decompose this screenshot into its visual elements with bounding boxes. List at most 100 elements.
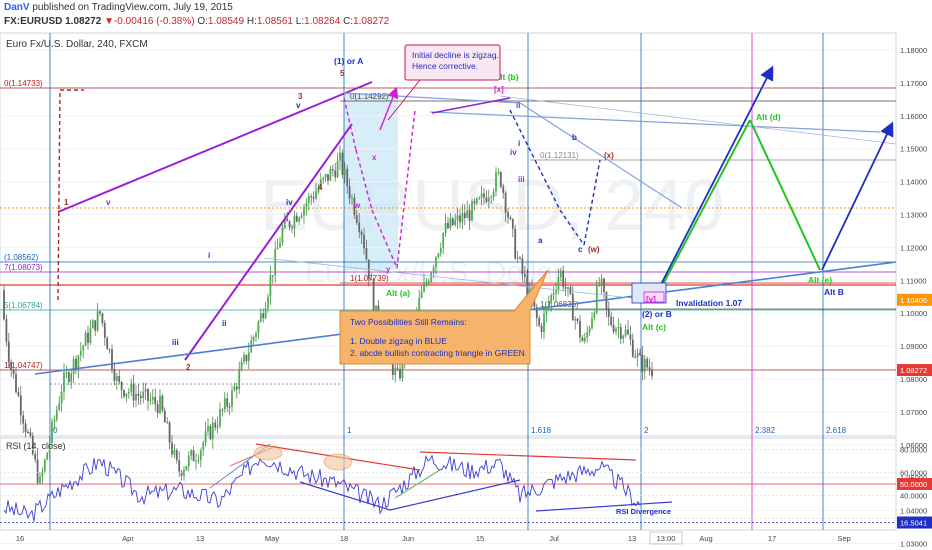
fib-time-label: 2 <box>644 426 649 435</box>
candle-body <box>591 318 593 329</box>
candle-body <box>629 334 632 340</box>
candle-body <box>363 234 365 249</box>
blue-dashed-b <box>559 209 585 246</box>
wave-label: (2) or B <box>642 309 672 319</box>
candle-body <box>329 169 332 181</box>
candle-body <box>478 197 481 199</box>
candle-body <box>180 471 183 476</box>
candle-body <box>643 358 646 372</box>
candle-body <box>430 272 433 282</box>
candle-body <box>295 215 298 222</box>
candle-body <box>226 398 229 407</box>
x-tick-label: 15 <box>476 534 484 543</box>
candle-body <box>197 460 200 462</box>
wave-label: Alt B <box>824 287 844 297</box>
note-initial-decline: Initial decline is zigzag. Hence correct… <box>387 44 501 121</box>
candle-body <box>372 279 375 311</box>
y-tick-label: 1.07000 <box>900 408 927 417</box>
candle-body <box>125 393 128 397</box>
candle-body <box>480 193 483 198</box>
candle-body <box>519 257 521 259</box>
candle-body <box>555 290 557 294</box>
candle-body <box>48 442 51 453</box>
candle-body <box>293 215 296 228</box>
candle-body <box>12 369 15 375</box>
candle-body <box>442 233 445 249</box>
candle-body <box>504 192 507 213</box>
purple-upper-channel <box>57 81 373 213</box>
rsi-title: RSI (14, close) <box>6 441 66 451</box>
wave-label: iii <box>172 338 179 347</box>
candle-body <box>449 218 452 229</box>
fib-time-label: 1.618 <box>531 426 552 435</box>
candle-body <box>593 312 596 319</box>
candle-body <box>123 390 125 397</box>
candle-body <box>199 449 202 461</box>
candle-body <box>571 293 574 321</box>
rsi-current-tag <box>897 516 932 529</box>
candle-body <box>492 191 495 197</box>
candle-body <box>130 383 133 392</box>
candle-body <box>487 197 490 202</box>
candle-body <box>187 455 190 467</box>
candle-body <box>166 422 169 424</box>
open-label: O: <box>197 16 208 27</box>
close-label: C: <box>343 16 354 27</box>
candle-body <box>557 277 560 291</box>
price-pane <box>0 32 897 437</box>
candle-body <box>108 349 111 351</box>
candle-body <box>538 317 541 326</box>
price-tag-label: 1.10406 <box>900 296 927 305</box>
candle-body <box>615 328 617 332</box>
candle-body <box>327 174 329 181</box>
rsi-50-tag <box>897 478 932 490</box>
fib-time-label: 0 <box>53 426 58 435</box>
rsi-blue-trend <box>299 481 391 511</box>
candle-body <box>545 306 548 314</box>
candle-body <box>75 358 77 369</box>
candle-body <box>46 452 49 460</box>
candle-body <box>142 391 145 398</box>
y-tick-label: 1.10000 <box>900 309 927 318</box>
candle-body <box>255 333 257 337</box>
candle-body <box>435 257 437 268</box>
candle-body <box>559 270 562 278</box>
rsi-tick-label: 80.0000 <box>900 446 927 455</box>
candle-body <box>418 297 421 311</box>
wave-label: 4 <box>318 183 323 192</box>
candle-body <box>15 374 17 393</box>
candle-body <box>466 210 469 219</box>
candle-body <box>334 170 337 178</box>
candle-body <box>420 291 423 298</box>
purple-lower-channel <box>184 123 353 361</box>
candle-body <box>171 442 173 455</box>
candle-body <box>427 281 430 283</box>
wave-label: 1 <box>64 198 69 207</box>
rsi-line <box>3 454 641 522</box>
chart-title: Euro Fx/U.S. Dollar, 240, FXCM <box>6 39 148 50</box>
candle-body <box>473 201 476 204</box>
candle-body <box>27 431 29 433</box>
candle-body <box>245 354 248 362</box>
candle-body <box>353 197 356 216</box>
candle-body <box>214 422 217 428</box>
candle-body <box>461 212 464 223</box>
candle-body <box>267 296 269 309</box>
wave-label: (x) <box>604 151 614 160</box>
triangle-upper-ext <box>499 95 897 145</box>
wave-label: ii <box>516 101 520 110</box>
candle-body <box>39 476 41 483</box>
candle-body <box>106 337 109 350</box>
fib-level-label: 0(1.12131) <box>540 151 579 160</box>
y-tick-label: 1.15000 <box>900 145 927 154</box>
candle-body <box>516 257 519 259</box>
author-link[interactable]: DanV <box>4 2 30 13</box>
wave-label: Alt (d) <box>756 112 781 122</box>
candle-body <box>79 350 82 356</box>
candle-body <box>619 327 622 339</box>
y-tick-label: 1.17000 <box>900 79 927 88</box>
wave-label: ii <box>222 319 226 328</box>
watermark-symbol: EURUSD, 240 <box>260 166 724 246</box>
candle-body <box>118 376 121 382</box>
wave-label: y <box>386 265 391 274</box>
